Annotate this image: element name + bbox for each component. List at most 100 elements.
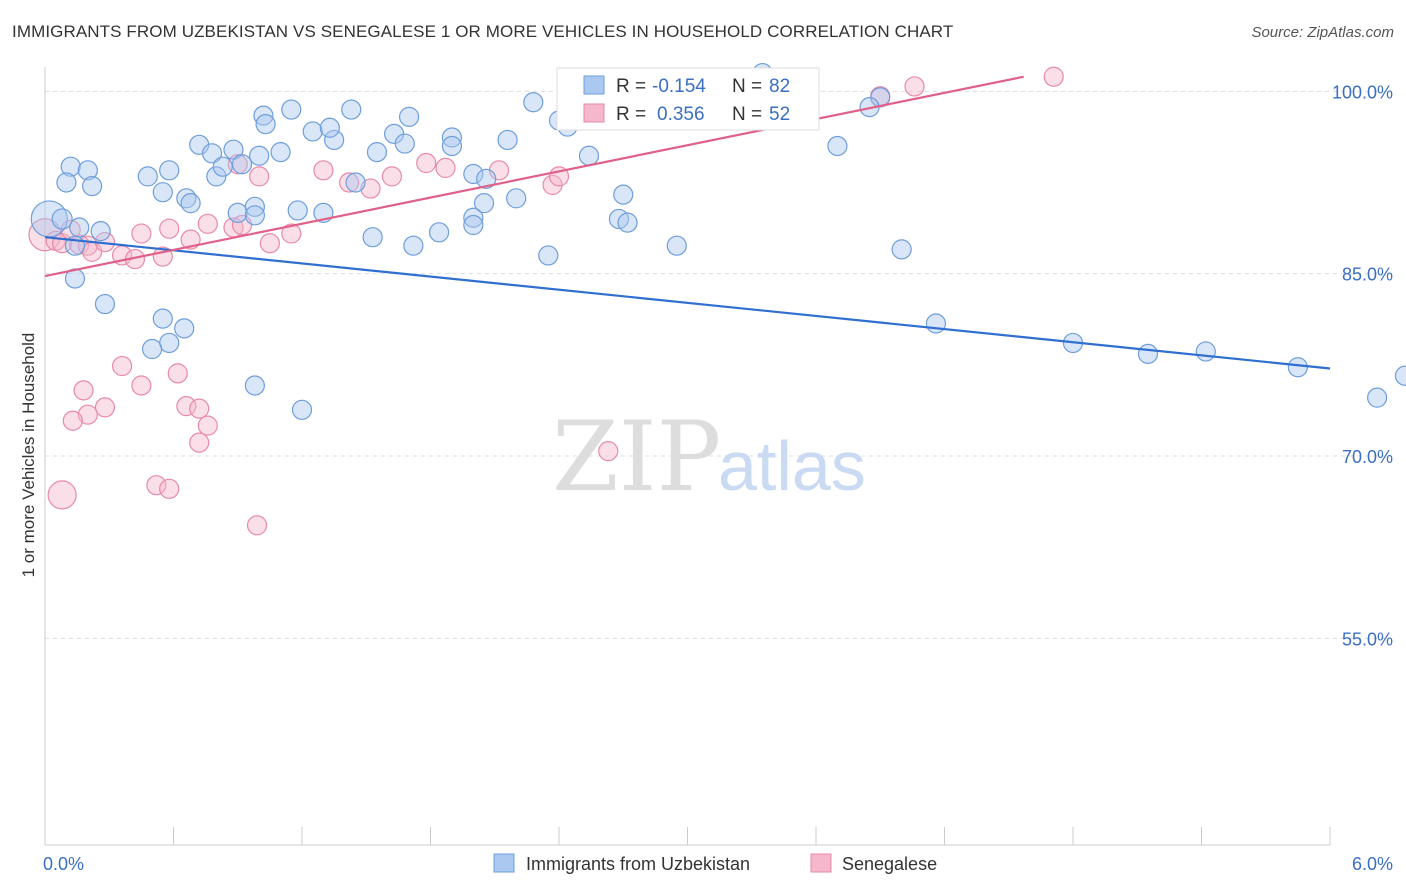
bottom-legend-swatch-uzbekistan bbox=[493, 853, 515, 873]
uzbekistan-point bbox=[1287, 357, 1308, 378]
senegalese-point bbox=[1043, 66, 1064, 87]
uzbekistan-point bbox=[613, 184, 634, 205]
senegalese-point bbox=[47, 480, 77, 510]
uzbekistan-point bbox=[159, 332, 180, 354]
senegalese-point bbox=[159, 478, 180, 499]
senegalese-trend-line bbox=[44, 75, 1024, 278]
uzbekistan-point bbox=[270, 141, 291, 163]
legend-r-value-1: -0.154 bbox=[652, 76, 706, 97]
uzbekistan-point bbox=[578, 145, 600, 166]
uzbekistan-point bbox=[398, 106, 420, 127]
uzbekistan-point bbox=[302, 121, 323, 142]
uzbekistan-point bbox=[476, 168, 497, 189]
uzbekistan-point bbox=[1367, 387, 1388, 408]
watermark-atlas: atlas bbox=[718, 427, 866, 505]
uzbekistan-point bbox=[345, 172, 366, 193]
uzbekistan-point bbox=[69, 217, 90, 238]
uzbekistan-point bbox=[1195, 341, 1216, 362]
legend-n-value-2: 52 bbox=[769, 104, 790, 125]
uzbekistan-point bbox=[319, 117, 340, 138]
uzbekistan-point bbox=[473, 193, 495, 214]
uzbekistan-point bbox=[180, 193, 201, 214]
uzbekistan-trend-line bbox=[44, 236, 1331, 370]
uzbekistan-point bbox=[428, 222, 450, 243]
uzbekistan-point bbox=[244, 205, 265, 226]
senegalese-point bbox=[281, 223, 302, 244]
uzbekistan-point bbox=[90, 221, 111, 242]
senegalese-point bbox=[313, 160, 334, 181]
y-tick-label: 85.0% bbox=[1342, 265, 1393, 285]
uzbekistan-point bbox=[827, 135, 848, 157]
uzbekistan-point bbox=[1394, 365, 1406, 386]
uzbekistan-point bbox=[287, 200, 308, 221]
senegalese-point bbox=[94, 397, 116, 418]
uzbekistan-point bbox=[523, 92, 544, 113]
uzbekistan-point bbox=[891, 239, 912, 260]
chart-title: IMMIGRANTS FROM UZBEKISTAN VS SENEGALESE… bbox=[12, 22, 954, 41]
uzbekistan-point bbox=[212, 156, 233, 177]
legend-swatch-uzbekistan bbox=[583, 75, 605, 95]
senegalese-point bbox=[381, 166, 403, 187]
uzbekistan-point bbox=[137, 166, 158, 187]
senegalese-point bbox=[111, 355, 133, 377]
tick-labels: 100.0% 85.0% 70.0% 55.0% 0.0% 6.0% bbox=[43, 82, 1393, 874]
senegalese-point bbox=[904, 76, 925, 97]
legend-r-label-2: R = bbox=[616, 104, 646, 125]
y-tick-label: 70.0% bbox=[1342, 447, 1393, 467]
uzbekistan-point bbox=[56, 172, 77, 193]
uzbekistan-point bbox=[666, 235, 687, 256]
uzbekistan-point bbox=[291, 399, 313, 420]
legend-n-value-1: 82 bbox=[769, 76, 790, 97]
senegalese-point bbox=[197, 213, 218, 234]
uzbekistan-point bbox=[227, 202, 248, 223]
uzbekistan-point bbox=[394, 133, 415, 154]
bottom-legend-label-senegalese: Senegalese bbox=[842, 854, 937, 874]
senegalese-point bbox=[189, 432, 210, 453]
senegalese-point bbox=[197, 415, 218, 436]
senegalese-point bbox=[131, 375, 152, 396]
bottom-legend: Immigrants from Uzbekistan Senegalese bbox=[493, 853, 937, 874]
uzbekistan-point bbox=[925, 313, 947, 334]
y-tick-label: 100.0% bbox=[1332, 82, 1393, 102]
uzbekistan-point bbox=[152, 308, 173, 329]
axes bbox=[44, 67, 1331, 846]
uzbekistan-point bbox=[463, 207, 484, 228]
uzbekistan-point bbox=[324, 129, 345, 151]
x-tick-label: 0.0% bbox=[43, 854, 84, 874]
uzbekistan-point bbox=[77, 160, 98, 181]
senegalese-point bbox=[598, 441, 619, 462]
uzbekistan-point bbox=[538, 245, 559, 266]
uzbekistan-point bbox=[141, 338, 163, 360]
bottom-legend-swatch-senegalese bbox=[810, 853, 832, 873]
bottom-legend-label-uzbekistan: Immigrants from Uzbekistan bbox=[526, 854, 750, 874]
legend-swatch-senegalese bbox=[583, 103, 605, 123]
uzbekistan-point bbox=[249, 145, 270, 166]
legend-r-value-2: 0.356 bbox=[657, 104, 705, 125]
legend-n-label-2: N = bbox=[732, 104, 762, 125]
uzbekistan-point bbox=[497, 129, 518, 151]
uzbekistan-point bbox=[506, 188, 527, 209]
senegalese-point bbox=[131, 223, 152, 244]
uzbekistan-point bbox=[281, 99, 302, 120]
uzbekistan-point bbox=[174, 318, 195, 339]
senegalese-point bbox=[416, 152, 437, 174]
watermark: ZIP atlas bbox=[552, 401, 866, 513]
senegalese-point bbox=[159, 218, 180, 239]
senegalese-point bbox=[435, 157, 456, 178]
series-senegalese-points bbox=[28, 66, 1064, 536]
uzbekistan-point bbox=[441, 135, 463, 157]
uzbekistan-point bbox=[403, 235, 424, 256]
uzbekistan-point bbox=[341, 99, 362, 120]
uzbekistan-point bbox=[255, 114, 276, 135]
senegalese-point bbox=[77, 404, 98, 425]
senegalese-point bbox=[249, 166, 270, 187]
uzbekistan-point bbox=[152, 182, 173, 203]
source-credit: Source: ZipAtlas.com bbox=[1251, 24, 1394, 41]
uzbekistan-point bbox=[60, 156, 81, 177]
y-tick-label: 55.0% bbox=[1342, 629, 1393, 649]
uzbekistan-point bbox=[159, 160, 180, 181]
uzbekistan-point bbox=[463, 214, 484, 236]
y-axis-label: 1 or more Vehicles in Household bbox=[19, 333, 38, 578]
stats-legend: R = -0.154 N = 82 R = 0.356 N = 52 bbox=[556, 67, 820, 131]
